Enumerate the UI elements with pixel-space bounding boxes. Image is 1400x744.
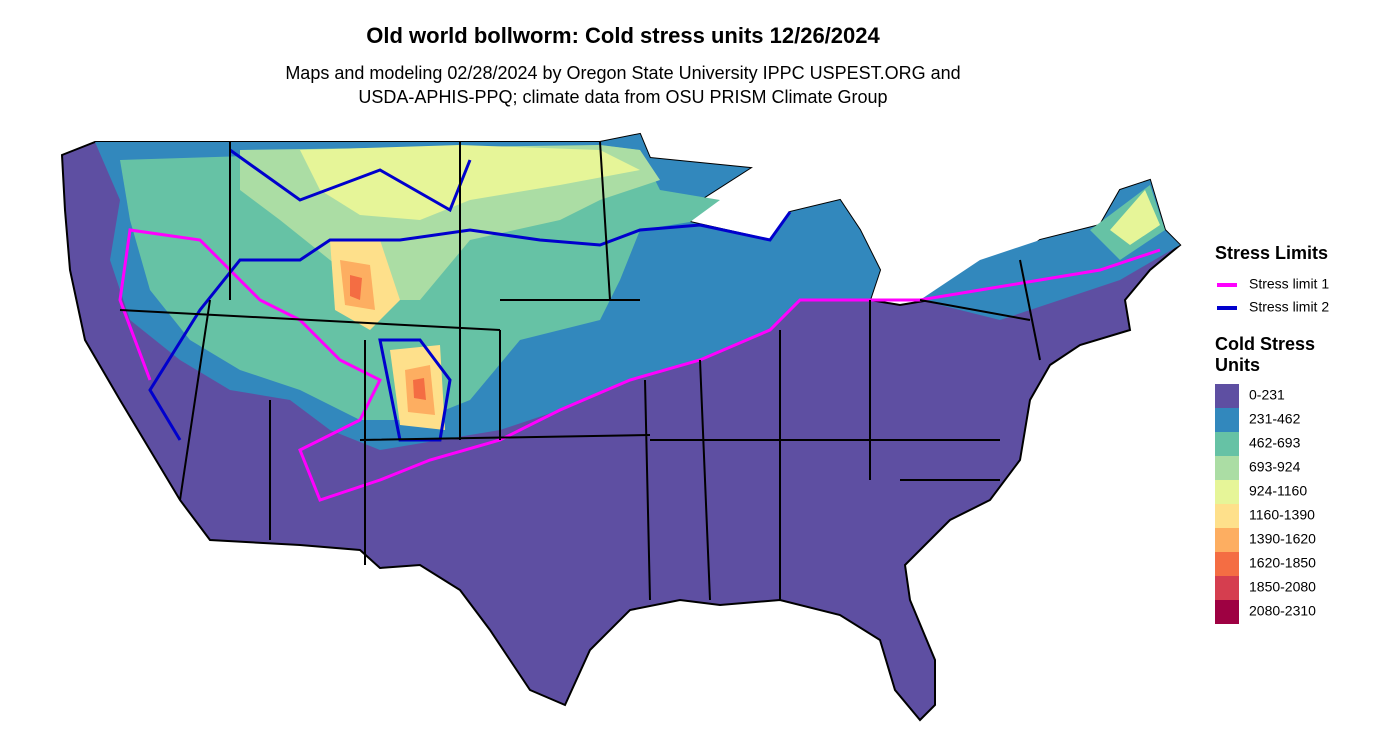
legend-swatch — [1215, 408, 1239, 432]
region-1620-1850 — [350, 275, 362, 300]
region-924-1160 — [1110, 190, 1160, 245]
map-title: Old world bollworm: Cold stress units 12… — [366, 23, 880, 48]
legend-label: 924-1160 — [1249, 483, 1307, 499]
legend-title: Units — [1215, 355, 1260, 375]
stress-legend: Stress Limits Stress limit 1 Stress limit… — [1215, 243, 1329, 315]
region-924-1160 — [300, 145, 640, 220]
us-map — [60, 132, 1182, 722]
legend-label: 693-924 — [1249, 459, 1301, 475]
legend-label: Stress limit 2 — [1249, 299, 1329, 315]
stress-limit-2-line — [148, 148, 792, 442]
map-subtitle: Maps and modeling 02/28/2024 by Oregon S… — [285, 63, 960, 83]
legend-swatch — [1215, 480, 1239, 504]
legend-label: 1390-1620 — [1249, 531, 1316, 547]
state-boundary — [119, 141, 1041, 601]
legend-label: 1620-1850 — [1249, 555, 1316, 571]
legend-label: Stress limit 1 — [1249, 276, 1329, 292]
legend-label: 2080-2310 — [1249, 603, 1316, 619]
legend-swatch — [1215, 384, 1239, 408]
legend-label: 462-693 — [1249, 435, 1301, 451]
region-1620-1850 — [413, 378, 426, 400]
legend-label: 1850-2080 — [1249, 579, 1316, 595]
legend-label: 1160-1390 — [1249, 507, 1315, 523]
legend-swatch — [1215, 504, 1239, 528]
legend-label: 231-462 — [1249, 411, 1301, 427]
legend-swatch — [1215, 576, 1239, 600]
legend-label: 0-231 — [1249, 387, 1285, 403]
legend-swatch — [1215, 432, 1239, 456]
legend-swatch — [1215, 552, 1239, 576]
legend-swatch — [1215, 600, 1239, 624]
legend-swatch — [1215, 528, 1239, 552]
legend-title: Stress Limits — [1215, 243, 1328, 263]
legend-title: Cold Stress — [1215, 334, 1315, 354]
legend-swatch — [1215, 456, 1239, 480]
map-subtitle: USDA-APHIS-PPQ; climate data from OSU PR… — [358, 87, 887, 107]
units-legend: Cold Stress Units 0-231 231-462 462-693 693… — [1215, 334, 1316, 624]
